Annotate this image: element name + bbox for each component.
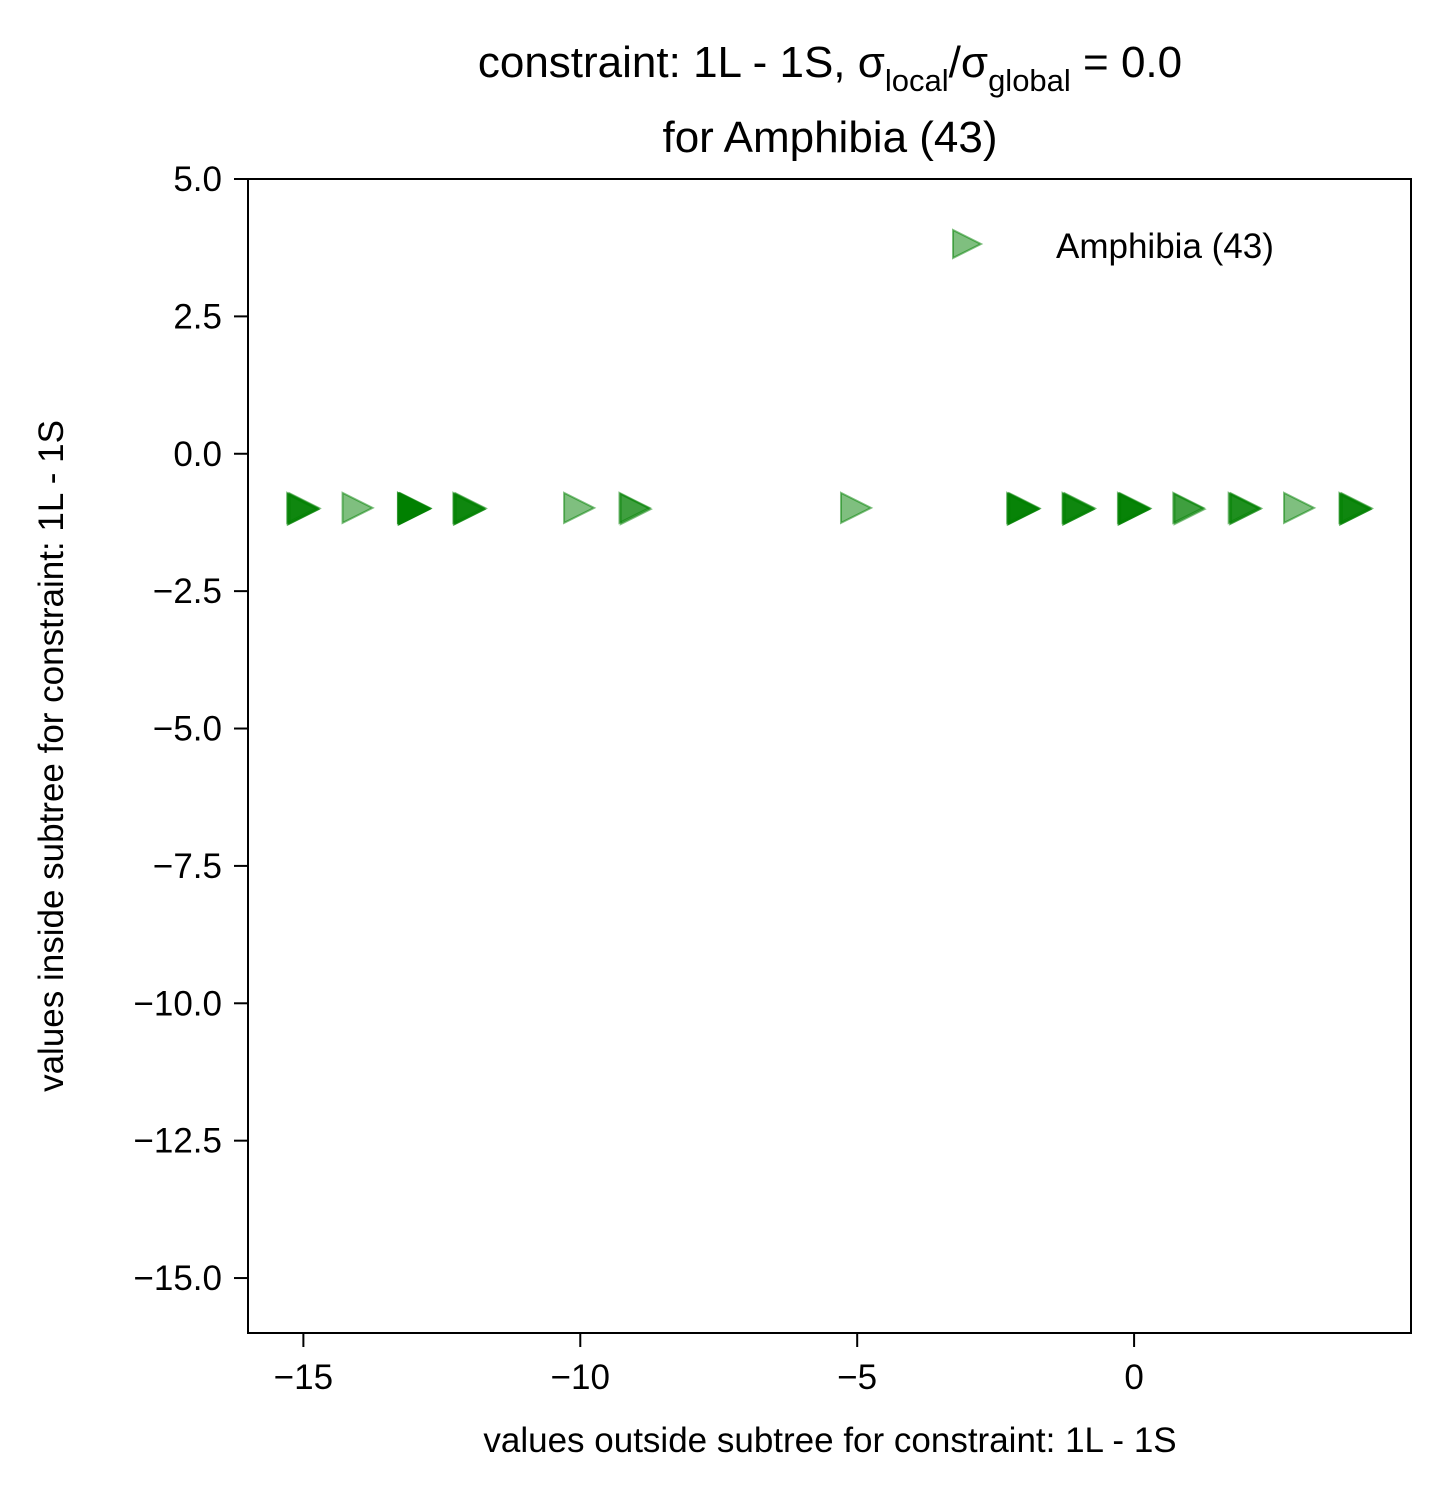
- x-axis-label: values outside subtree for constraint: 1…: [483, 1421, 1176, 1460]
- y-tick-label: −12.5: [133, 1122, 222, 1161]
- title-subscript-global: global: [988, 63, 1071, 98]
- data-point-triangle: [1118, 492, 1152, 526]
- title-subscript-local: local: [885, 63, 949, 98]
- x-tick-label: −15: [274, 1358, 333, 1397]
- y-tick-label: −10.0: [133, 984, 222, 1023]
- data-point-triangle: [341, 491, 375, 525]
- data-point-triangle: [1283, 491, 1317, 525]
- x-tick-label: 0: [1124, 1358, 1143, 1397]
- x-axis-ticks: −15 −10 −5 0: [274, 1333, 1144, 1397]
- data-point-triangle: [619, 492, 653, 526]
- y-tick-label: −5.0: [153, 710, 222, 749]
- y-tick-label: −15.0: [133, 1259, 222, 1298]
- data-point-triangle: [1173, 492, 1207, 526]
- chart-title-line2: for Amphibia (43): [662, 113, 997, 162]
- data-point-triangle: [286, 492, 321, 527]
- x-tick-label: −5: [837, 1358, 877, 1397]
- plot-area-frame: [247, 178, 1412, 1334]
- y-axis-label: values inside subtree for constraint: 1L…: [32, 420, 71, 1092]
- data-point-triangle: [1062, 492, 1096, 527]
- y-tick-label: −7.5: [153, 847, 222, 886]
- data-point-triangle: [1007, 492, 1042, 526]
- y-axis-ticks: 5.0 2.5 0.0 −2.5 −5.0 −7.5 −10.0 −12.5 −15.0: [133, 160, 248, 1298]
- chart-title-line1: constraint: 1L - 1S, σlocal/σglobal = 0.…: [478, 38, 1182, 98]
- data-point-triangle: [839, 491, 874, 525]
- y-tick-label: 2.5: [173, 297, 222, 336]
- data-point-triangle: [399, 491, 433, 525]
- legend-marker-triangle-icon: [952, 228, 984, 260]
- data-point-triangle: [1230, 491, 1264, 525]
- y-tick-label: 5.0: [173, 160, 222, 199]
- data-point-triangle: [1339, 492, 1373, 527]
- legend-label-amphibia: Amphibia (43): [1056, 227, 1274, 266]
- data-point-triangle: [452, 492, 487, 527]
- data-point-triangle: [563, 491, 597, 525]
- series-points-amphibia: [286, 491, 1375, 527]
- y-tick-label: −2.5: [153, 572, 222, 611]
- legend: Amphibia (43): [952, 227, 1274, 266]
- y-tick-label: 0.0: [173, 435, 222, 474]
- x-tick-label: −10: [551, 1358, 610, 1397]
